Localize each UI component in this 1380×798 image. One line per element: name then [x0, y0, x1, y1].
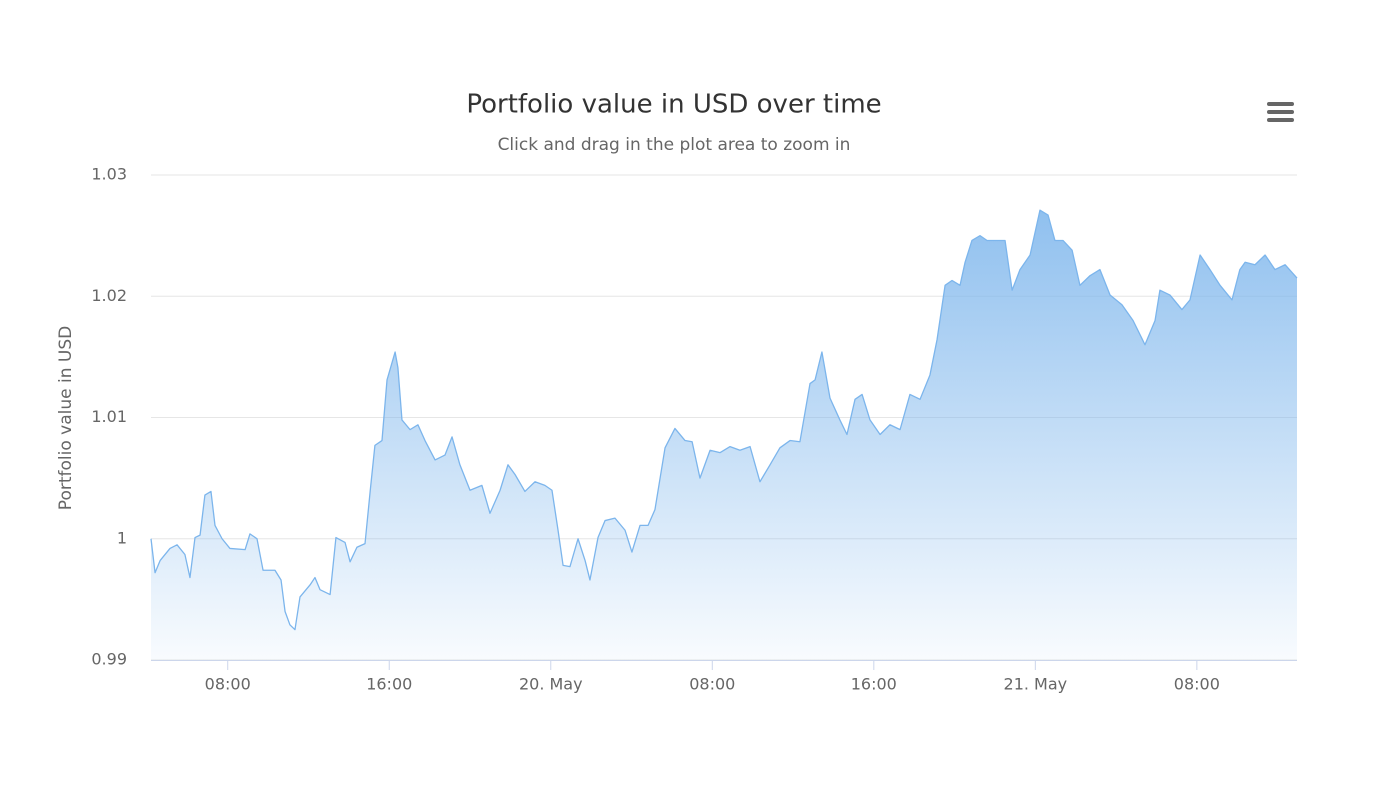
menu-bar: [1267, 102, 1294, 106]
x-tick-label: 08:00: [205, 675, 251, 694]
chart-subtitle: Click and drag in the plot area to zoom …: [498, 135, 851, 155]
menu-button[interactable]: [1262, 96, 1298, 130]
y-tick-label: 0.99: [91, 650, 127, 669]
x-tick-label: 16:00: [366, 675, 412, 694]
x-tick-label: 16:00: [851, 675, 897, 694]
menu-bar: [1267, 118, 1294, 122]
area-fill: [151, 210, 1297, 660]
plot-area: [150, 209, 1298, 660]
y-tick-label: 1.03: [91, 165, 127, 184]
y-tick-label: 1.01: [91, 407, 127, 426]
chart-title: Portfolio value in USD over time: [466, 90, 881, 120]
y-tick-label: 1.02: [91, 286, 127, 305]
y-axis-title: Portfolio value in USD: [56, 326, 76, 510]
menu-bar: [1267, 110, 1294, 114]
x-tick-label: 20. May: [519, 675, 583, 694]
x-tick-label: 08:00: [1174, 675, 1220, 694]
x-tick-label: 08:00: [689, 675, 735, 694]
x-tick-label: 21. May: [1004, 675, 1068, 694]
axes: 0.99 1 1.01 1.02 1.03 08:00 16:00 20. May 08:00 1…: [91, 165, 1297, 694]
area-line: [150, 209, 1298, 631]
y-tick-label: 1: [117, 528, 127, 547]
